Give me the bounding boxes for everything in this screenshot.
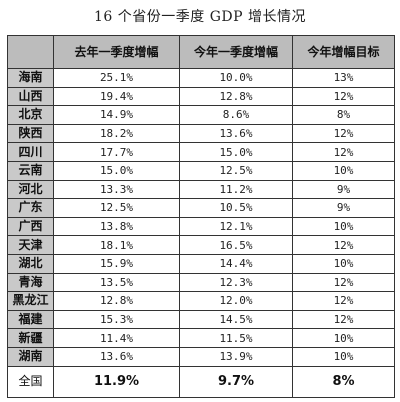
last-year-q1-cell: 25.1% — [53, 68, 180, 88]
total-last-year-q1-cell: 11.9% — [53, 365, 180, 398]
last-year-q1-cell: 18.1% — [53, 235, 180, 255]
this-year-q1-cell: 11.2% — [179, 179, 293, 200]
this-year-q1-cell: 10.0% — [179, 68, 293, 88]
this-year-q1-cell: 16.5% — [179, 235, 293, 255]
table-row: 河北 13.3% 11.2% 9% — [7, 179, 395, 200]
province-cell: 陕西 — [7, 123, 54, 144]
this-year-q1-cell: 12.3% — [179, 272, 293, 293]
table-row: 山西 19.4% 12.8% 12% — [7, 86, 395, 107]
total-this-year-q1-cell: 9.7% — [179, 365, 293, 398]
target-cell: 12% — [292, 142, 395, 162]
table-body: 海南 25.1% 10.0% 13% 山西 19.4% 12.8% 12% 北京 14.9% 8.6… — [7, 68, 395, 398]
this-year-q1-cell: 12.8% — [179, 86, 293, 107]
table-row: 广西 13.8% 12.1% 10% — [7, 216, 395, 237]
last-year-q1-cell: 15.0% — [53, 160, 180, 181]
province-cell: 湖南 — [7, 346, 54, 367]
province-cell: 北京 — [7, 105, 54, 125]
this-year-q1-cell: 14.4% — [179, 253, 293, 274]
header-province — [7, 35, 54, 69]
this-year-q1-cell: 8.6% — [179, 105, 293, 125]
target-cell: 13% — [292, 68, 395, 88]
this-year-q1-cell: 11.5% — [179, 328, 293, 348]
last-year-q1-cell: 14.9% — [53, 105, 180, 125]
last-year-q1-cell: 13.6% — [53, 346, 180, 367]
last-year-q1-cell: 17.7% — [53, 142, 180, 162]
target-cell: 10% — [292, 328, 395, 348]
header-this-year-q1: 今年一季度增幅 — [179, 35, 293, 69]
target-cell: 12% — [292, 235, 395, 255]
target-cell: 12% — [292, 86, 395, 107]
this-year-q1-cell: 13.9% — [179, 346, 293, 367]
gdp-table: 去年一季度增幅 今年一季度增幅 今年增幅目标 海南 25.1% 10.0% 13% 山西… — [7, 35, 395, 398]
table-row: 天津 18.1% 16.5% 12% — [7, 235, 395, 255]
this-year-q1-cell: 13.6% — [179, 123, 293, 144]
last-year-q1-cell: 15.3% — [53, 309, 180, 330]
province-cell: 海南 — [7, 68, 54, 88]
target-cell: 12% — [292, 123, 395, 144]
table-row: 陕西 18.2% 13.6% 12% — [7, 123, 395, 144]
total-province-cell: 全国 — [7, 365, 54, 398]
province-cell: 黑龙江 — [7, 291, 54, 311]
table-row: 海南 25.1% 10.0% 13% — [7, 68, 395, 88]
table-row: 四川 17.7% 15.0% 12% — [7, 142, 395, 162]
last-year-q1-cell: 19.4% — [53, 86, 180, 107]
header-target: 今年增幅目标 — [292, 35, 395, 69]
province-cell: 天津 — [7, 235, 54, 255]
last-year-q1-cell: 13.3% — [53, 179, 180, 200]
target-cell: 12% — [292, 291, 395, 311]
this-year-q1-cell: 15.0% — [179, 142, 293, 162]
province-cell: 广东 — [7, 198, 54, 218]
table-row: 云南 15.0% 12.5% 10% — [7, 160, 395, 181]
header-last-year-q1: 去年一季度增幅 — [53, 35, 180, 69]
target-cell: 12% — [292, 272, 395, 293]
table-row: 北京 14.9% 8.6% 8% — [7, 105, 395, 125]
province-cell: 新疆 — [7, 328, 54, 348]
target-cell: 10% — [292, 346, 395, 367]
this-year-q1-cell: 10.5% — [179, 198, 293, 218]
this-year-q1-cell: 12.1% — [179, 216, 293, 237]
table-row: 湖南 13.6% 13.9% 10% — [7, 346, 395, 367]
target-cell: 10% — [292, 160, 395, 181]
this-year-q1-cell: 12.0% — [179, 291, 293, 311]
this-year-q1-cell: 14.5% — [179, 309, 293, 330]
target-cell: 12% — [292, 309, 395, 330]
province-cell: 湖北 — [7, 253, 54, 274]
target-cell: 8% — [292, 105, 395, 125]
last-year-q1-cell: 13.5% — [53, 272, 180, 293]
this-year-q1-cell: 12.5% — [179, 160, 293, 181]
table-row: 福建 15.3% 14.5% 12% — [7, 309, 395, 330]
province-cell: 福建 — [7, 309, 54, 330]
table-row: 新疆 11.4% 11.5% 10% — [7, 328, 395, 348]
province-cell: 河北 — [7, 179, 54, 200]
province-cell: 青海 — [7, 272, 54, 293]
target-cell: 9% — [292, 179, 395, 200]
province-cell: 广西 — [7, 216, 54, 237]
last-year-q1-cell: 18.2% — [53, 123, 180, 144]
target-cell: 9% — [292, 198, 395, 218]
province-cell: 山西 — [7, 86, 54, 107]
province-cell: 四川 — [7, 142, 54, 162]
last-year-q1-cell: 12.5% — [53, 198, 180, 218]
table-row: 广东 12.5% 10.5% 9% — [7, 198, 395, 218]
table-title: 16 个省份一季度 GDP 增长情况 — [94, 9, 306, 25]
province-cell: 云南 — [7, 160, 54, 181]
last-year-q1-cell: 12.8% — [53, 291, 180, 311]
target-cell: 10% — [292, 216, 395, 237]
table-row: 黑龙江 12.8% 12.0% 12% — [7, 291, 395, 311]
target-cell: 10% — [292, 253, 395, 274]
last-year-q1-cell: 15.9% — [53, 253, 180, 274]
last-year-q1-cell: 11.4% — [53, 328, 180, 348]
table-row: 青海 13.5% 12.3% 12% — [7, 272, 395, 293]
header-row: 去年一季度增幅 今年一季度增幅 今年增幅目标 — [7, 35, 395, 69]
total-target-cell: 8% — [292, 365, 395, 398]
total-row: 全国 11.9% 9.7% 8% — [7, 365, 395, 398]
last-year-q1-cell: 13.8% — [53, 216, 180, 237]
table-row: 湖北 15.9% 14.4% 10% — [7, 253, 395, 274]
